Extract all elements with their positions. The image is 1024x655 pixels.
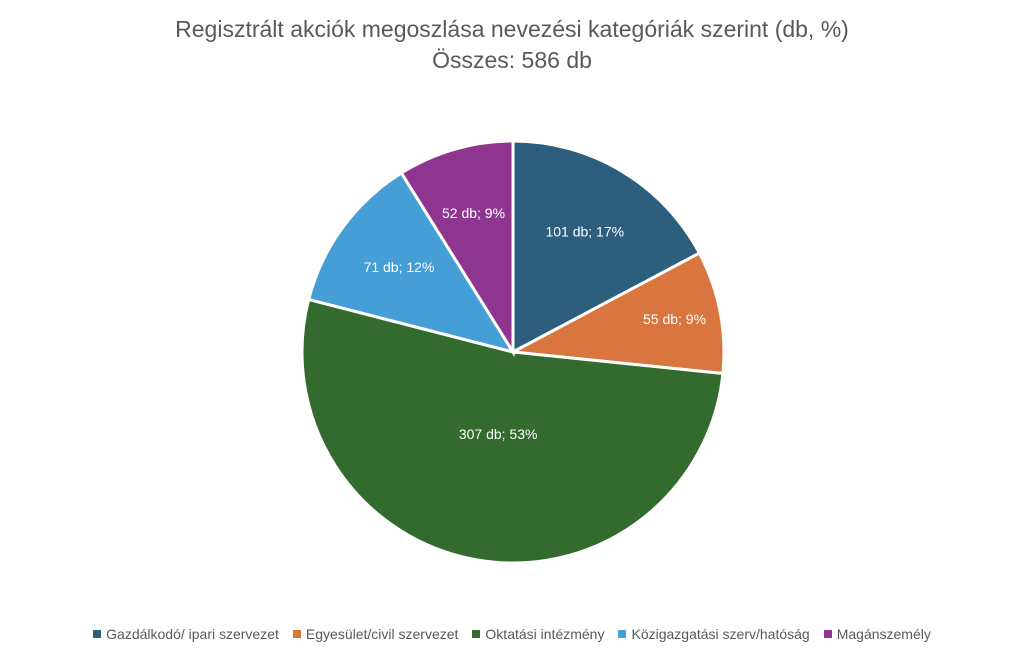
legend-label-2: Egyesület/civil szervezet: [305, 626, 459, 642]
legend-label-1: Gazdálkodó/ ipari szervezet: [106, 626, 279, 642]
pie-slice-label-1: 101 db; 17%: [545, 223, 624, 239]
legend-label-3: Oktatási intézmény: [485, 626, 605, 642]
chart-legend: Gazdálkodó/ ipari szervezet Egyesület/civ…: [0, 626, 1024, 642]
legend-item-1: Gazdálkodó/ ipari szervezet: [93, 626, 279, 642]
pie-labels: 101 db; 17% 55 db; 9% 307 db; 53% 71 db; 12…: [364, 205, 706, 442]
pie-slices: [300, 139, 726, 565]
legend-swatch-2: [292, 630, 301, 638]
legend-item-3: Oktatási intézmény: [472, 626, 604, 642]
pie-slice-4: [306, 170, 517, 355]
pie-slice-label-3: 307 db; 53%: [459, 426, 538, 442]
pie-slice-3: [300, 297, 725, 565]
pie-slice-label-5: 52 db; 9%: [442, 205, 505, 221]
legend-item-5: Magánszemély: [823, 626, 931, 642]
pie-slice-label-4: 71 db; 12%: [364, 259, 435, 275]
legend-item-2: Egyesület/civil szervezet: [292, 626, 459, 642]
chart-subtitle: Összes: 586 db: [432, 47, 592, 73]
pie-slice-1: [511, 139, 702, 355]
legend-label-4: Közigazgatási szerv/hatóság: [631, 626, 810, 642]
chart-title: Regisztrált akciók megoszlása nevezési k…: [175, 16, 849, 42]
legend-swatch-5: [823, 630, 832, 638]
legend-swatch-4: [618, 630, 627, 638]
legend-swatch-3: [472, 630, 481, 638]
legend-item-4: Közigazgatási szerv/hatóság: [618, 626, 810, 642]
pie-slice-label-2: 55 db; 9%: [643, 311, 706, 327]
legend-swatch-1: [93, 630, 102, 638]
legend-label-5: Magánszemély: [836, 626, 931, 642]
pie-slice-2: [507, 251, 726, 376]
chart-title-block: Regisztrált akciók megoszlása nevezési k…: [0, 14, 1024, 76]
pie-slice-5: [399, 139, 515, 358]
